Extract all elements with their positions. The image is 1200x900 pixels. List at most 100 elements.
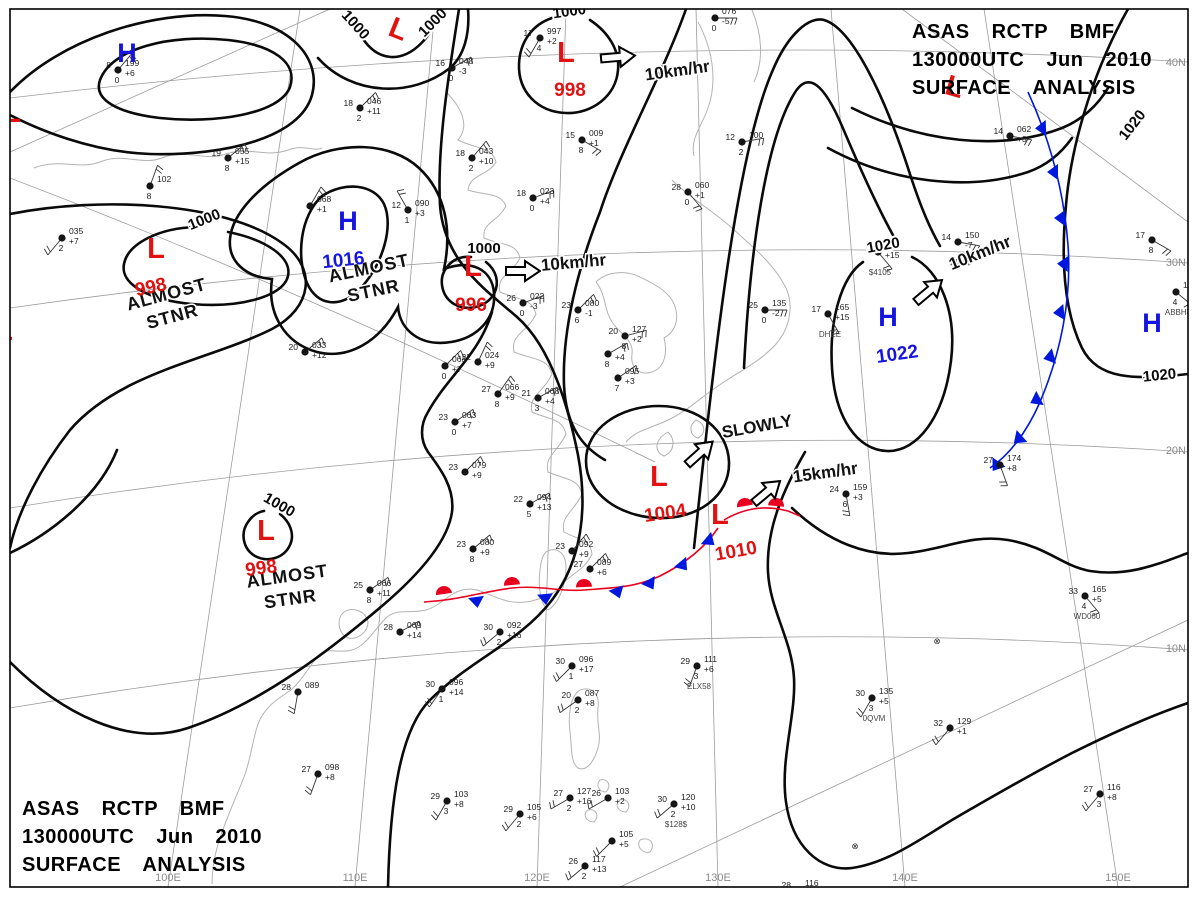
- coastline: [751, 9, 762, 83]
- station-plot: 22 024+9: [462, 341, 499, 370]
- wind-barb-tick-icon: [931, 738, 937, 746]
- wind-barb-tick-icon: [657, 808, 661, 816]
- station-pressure: 022: [530, 291, 544, 301]
- station-plot: 28 089: [282, 680, 319, 715]
- station-tendency: +14: [407, 630, 422, 640]
- longitude-label: 150E: [1105, 872, 1131, 884]
- meridian-line: [536, 9, 567, 887]
- station-pressure: 068: [317, 194, 331, 204]
- wind-barb-tick-icon: [623, 344, 626, 352]
- station-plot: 14 150-7 $400$: [942, 230, 981, 267]
- station-plot: 23 063+7 0: [439, 409, 476, 437]
- wind-barb-tick-icon: [477, 459, 482, 466]
- wind-barb-icon: [529, 492, 550, 505]
- station-tendency: +9: [505, 392, 515, 402]
- station-dot-icon: [761, 306, 769, 314]
- wind-barb-tick-icon: [1084, 801, 1089, 809]
- station-temperature: 27: [482, 384, 492, 394]
- isobar-value-label: 1000: [467, 240, 500, 257]
- station-plot: 25 135-2 0: [749, 298, 788, 325]
- coastline: [568, 688, 600, 770]
- station-pressure: 094: [537, 492, 551, 502]
- station-weather-code: 3: [535, 403, 540, 413]
- station-dot-icon: [996, 461, 1004, 469]
- station-tendency: +6: [125, 68, 135, 78]
- wind-barb-tick-icon: [318, 190, 324, 196]
- wind-barb-icon: [589, 553, 606, 570]
- isobar: [584, 404, 731, 520]
- longitude-label: 100E: [155, 872, 181, 884]
- station-temperature: 23: [562, 300, 572, 310]
- wind-barb-tick-icon: [560, 703, 564, 711]
- circled-x-marker: ⊗: [933, 636, 940, 646]
- wind-barb-tick-icon: [556, 386, 559, 394]
- warm-front-tooth-icon: [737, 498, 753, 508]
- wind-barb-tick-icon: [549, 802, 552, 810]
- station-pressure: 092: [579, 539, 593, 549]
- warm-front-tooth-icon: [436, 586, 452, 596]
- station-temperature: 21: [522, 388, 532, 398]
- station-temperature: 22: [514, 494, 524, 504]
- station-temperature: 25: [354, 580, 364, 590]
- station-plot: 29 105+6 2: [501, 802, 541, 832]
- wind-barb-tick-icon: [483, 636, 487, 644]
- station-tendency: +8: [454, 799, 464, 809]
- isobar: [10, 13, 315, 156]
- cold-front-tooth-icon: [468, 595, 484, 608]
- station-dot-icon: [114, 66, 122, 74]
- station-plot: 23 092+9: [556, 533, 593, 559]
- station-dot-icon: [711, 14, 719, 22]
- wind-barb-icon: [310, 773, 319, 795]
- wind-barb-tick-icon: [304, 789, 311, 796]
- wind-barb-tick-icon: [882, 265, 890, 269]
- station-pressure: 199: [125, 58, 139, 68]
- station-dot-icon: [868, 694, 876, 702]
- wind-barb-tick-icon: [635, 365, 639, 373]
- pressure-glyph: H: [878, 302, 898, 332]
- station-weather-code: 6: [575, 315, 580, 325]
- wind-barb-tick-icon: [557, 705, 561, 713]
- station-pressure: 220: [885, 240, 899, 250]
- wind-barb-icon: [451, 56, 472, 69]
- diagonal-line: [10, 9, 331, 153]
- station-dot-icon: [474, 358, 482, 366]
- movement-arrow-icon: [505, 259, 542, 283]
- station-pressure: 089: [305, 680, 319, 690]
- station-temperature: 33: [1069, 586, 1079, 596]
- station-plot: 28 069+14: [384, 620, 422, 640]
- station-plot: 105+5: [592, 829, 633, 857]
- wind-barb-tick-icon: [244, 143, 248, 151]
- station-pressure: 055: [235, 146, 249, 156]
- wind-barb-tick-icon: [632, 367, 636, 375]
- station-tendency: +3: [625, 376, 635, 386]
- isobar-value-label: 1020: [1115, 107, 1149, 144]
- station-dot-icon: [356, 104, 364, 112]
- station-pressure: 997: [547, 26, 561, 36]
- station-tendency: +8: [585, 698, 595, 708]
- station-tendency: +5: [805, 888, 815, 898]
- station-pressure: 087: [585, 688, 599, 698]
- pressure-glyph: L: [384, 12, 412, 48]
- title-line: SURFACE ANALYSIS: [912, 77, 1136, 99]
- isobar: [440, 255, 499, 310]
- wind-barb-tick-icon: [526, 48, 532, 54]
- station-tendency: +7: [69, 236, 79, 246]
- station-dot-icon: [461, 468, 469, 476]
- station-pressure: 080: [585, 298, 599, 308]
- station-weather-code: 0: [442, 371, 447, 381]
- wind-barb-icon: [482, 631, 501, 647]
- wind-barb-icon: [477, 341, 488, 363]
- warm-front-tooth-icon: [576, 579, 592, 588]
- wind-barb-icon: [741, 137, 764, 143]
- cold-front-line: [989, 91, 1070, 469]
- station-plot: 076-5 0: [711, 9, 738, 33]
- station-tendency: +15: [235, 156, 250, 166]
- station-dot-icon: [566, 794, 574, 802]
- station-plot: 32 129+1: [931, 716, 971, 746]
- cold-front-tooth-icon: [673, 556, 688, 571]
- latitude-label: 30N: [1166, 257, 1186, 269]
- circled-x-icon: ⊗: [851, 841, 858, 851]
- station-tendency: -3: [530, 301, 538, 311]
